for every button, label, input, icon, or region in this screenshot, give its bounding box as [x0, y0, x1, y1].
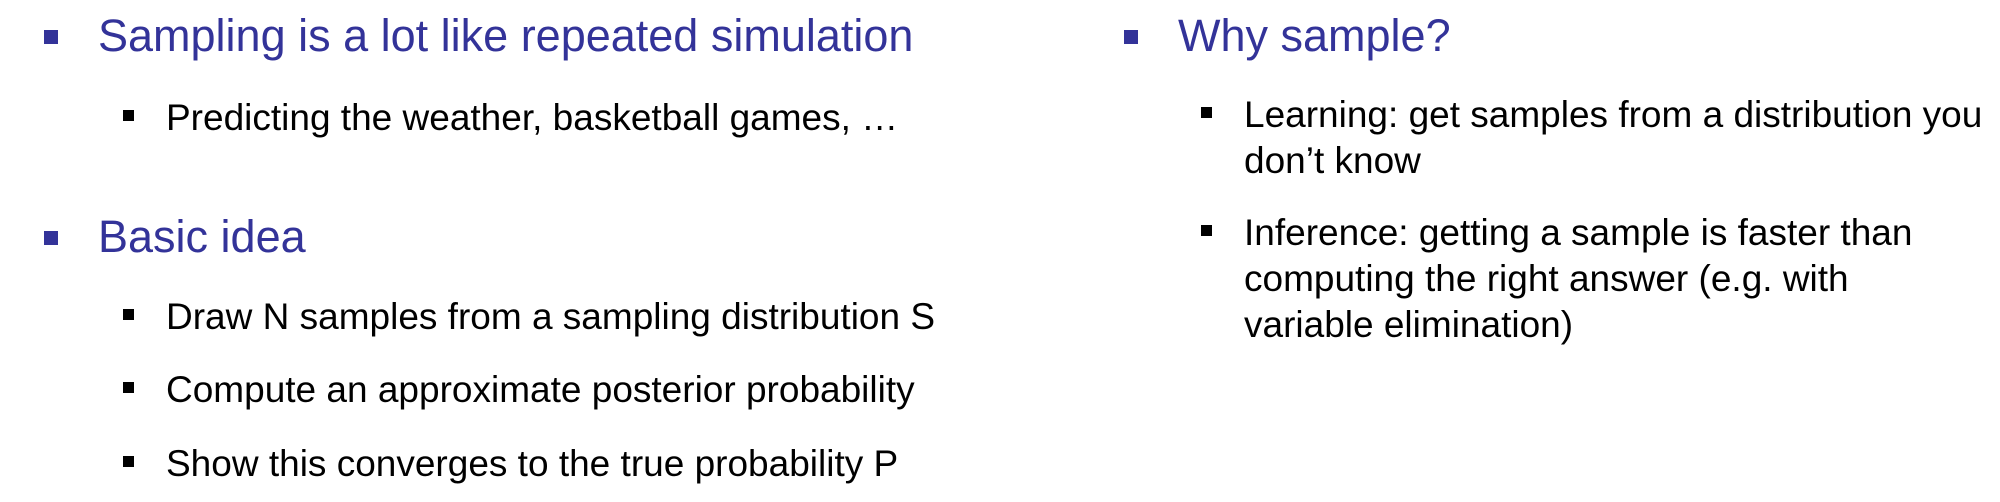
bullet-square-icon — [123, 309, 134, 320]
heading-text: Sampling is a lot like repeated simulati… — [98, 10, 914, 61]
list-item-text: Inference: getting a sample is faster th… — [1244, 212, 1913, 345]
bullet-square-icon — [123, 456, 134, 467]
bullet-square-icon — [1124, 30, 1138, 44]
bullet-square-icon — [123, 110, 134, 121]
bullet-square-icon — [1201, 107, 1212, 118]
heading-text: Basic idea — [98, 211, 306, 262]
list-item-text: Predicting the weather, basketball games… — [166, 97, 899, 138]
bullet-square-icon — [123, 382, 134, 393]
heading-text: Why sample? — [1178, 10, 1451, 61]
list-item-text: Draw N samples from a sampling distribut… — [166, 296, 936, 337]
bullet-square-icon — [44, 231, 58, 245]
bullet-square-icon — [1201, 225, 1212, 236]
list-item-text: Learning: get samples from a distributio… — [1244, 94, 1983, 181]
list-item-text: Show this converges to the true probabil… — [166, 443, 899, 484]
list-item-text: Compute an approximate posterior probabi… — [166, 369, 915, 410]
bullet-square-icon — [44, 30, 58, 44]
